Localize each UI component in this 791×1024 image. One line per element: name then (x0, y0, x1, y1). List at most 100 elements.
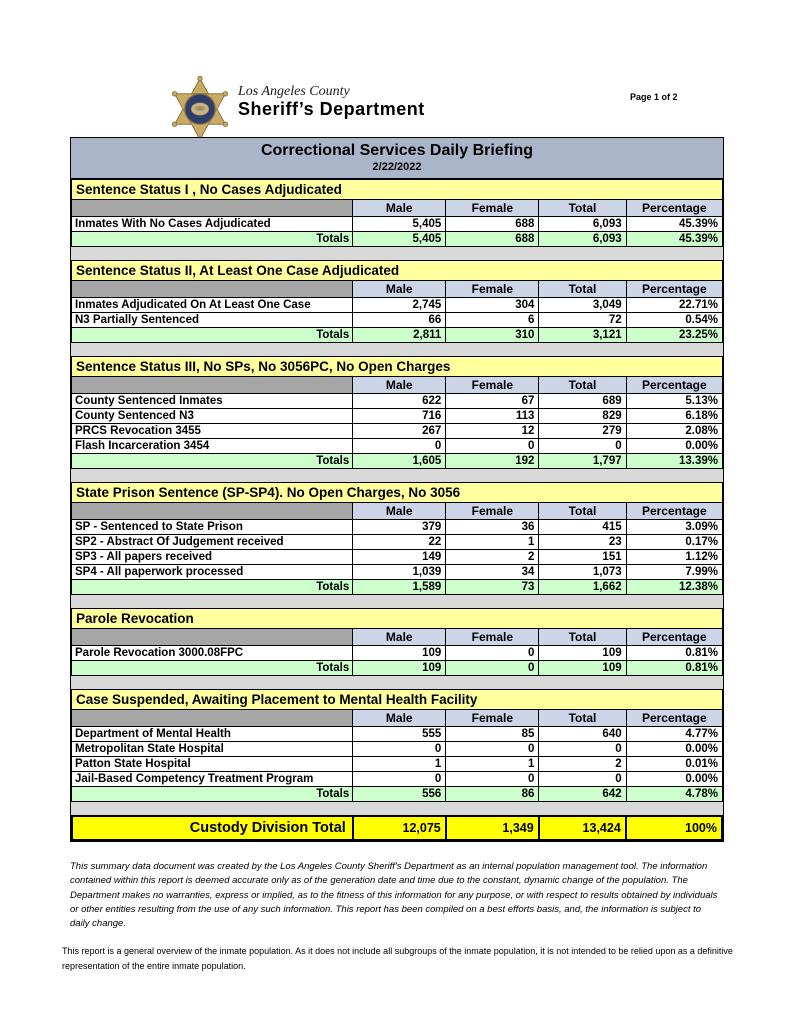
row-value: 0 (538, 438, 627, 455)
row-value: 0 (445, 741, 540, 758)
page-number: Page 1 of 2 (630, 92, 678, 102)
totals-value: 1,797 (538, 453, 627, 470)
totals-label: Totals (70, 660, 354, 677)
column-header: Male (352, 199, 447, 218)
totals-value: 12.38% (625, 579, 724, 596)
row-value: 3.09% (625, 519, 724, 536)
column-header: Total (538, 280, 627, 299)
grand-total-male: 12,075 (351, 815, 447, 842)
totals-value: 1,605 (352, 453, 447, 470)
title-bar: Correctional Services Daily Briefing 2/2… (71, 138, 723, 180)
row-value: 6.18% (625, 408, 724, 425)
table-row: County Sentenced N3 716 113 829 6.18% (70, 408, 724, 425)
row-value: 36 (445, 519, 540, 536)
section-title: Sentence Status III, No SPs, No 3056PC, … (71, 356, 723, 378)
row-value: 34 (445, 564, 540, 581)
column-spacer (70, 376, 354, 395)
sections-container: Sentence Status I , No Cases Adjudicated… (70, 179, 724, 815)
row-label: N3 Partially Sentenced (70, 312, 354, 329)
row-label: Inmates With No Cases Adjudicated (70, 216, 354, 233)
row-value: 0.54% (625, 312, 724, 329)
agency-name-block: Los Angeles County Sheriff’s Department (238, 76, 425, 120)
column-header-row: Male Female Total Percentage (70, 502, 724, 521)
row-value: 2,745 (352, 297, 447, 314)
grand-total-label: Custody Division Total (71, 815, 354, 842)
totals-row: Totals 109 0 109 0.81% (70, 660, 724, 677)
section-header-row: State Prison Sentence (SP-SP4). No Open … (71, 482, 723, 504)
column-header: Total (538, 376, 627, 395)
totals-value: 310 (445, 327, 540, 344)
row-value: 279 (538, 423, 627, 440)
report-date: 2/22/2022 (372, 161, 422, 173)
row-value: 5,405 (352, 216, 447, 233)
section-header-row: Sentence Status III, No SPs, No 3056PC, … (71, 356, 723, 378)
row-value: 3,049 (538, 297, 627, 314)
column-header: Total (538, 709, 627, 728)
column-header: Percentage (625, 376, 724, 395)
row-value: 304 (445, 297, 540, 314)
column-header-row: Male Female Total Percentage (70, 199, 724, 218)
column-header: Female (445, 376, 540, 395)
section-gap (71, 247, 723, 260)
column-header: Female (445, 199, 540, 218)
sheriff-star-icon (171, 76, 229, 142)
row-value: 0.00% (625, 771, 724, 788)
section-header-row: Case Suspended, Awaiting Placement to Me… (71, 689, 723, 711)
row-value: 2 (538, 756, 627, 773)
overview-note: This report is a general overview of the… (62, 946, 733, 972)
section-header-row: Sentence Status II, At Least One Case Ad… (71, 260, 723, 282)
report-title: Correctional Services Daily Briefing (260, 142, 534, 159)
department-name: Sheriff’s Department (238, 99, 425, 120)
table-row: Inmates With No Cases Adjudicated 5,405 68… (70, 216, 724, 233)
column-header: Percentage (625, 709, 724, 728)
row-value: 4.77% (625, 726, 724, 743)
row-value: 1 (445, 756, 540, 773)
section-table: Parole Revocation Male Female Total Percenta… (70, 608, 724, 677)
column-spacer (70, 709, 354, 728)
column-header: Total (538, 199, 627, 218)
row-value: 0.17% (625, 534, 724, 551)
table-row: Jail-Based Competency Treatment Program 0… (70, 771, 724, 788)
section-table: Sentence Status III, No SPs, No 3056PC, … (70, 356, 724, 470)
row-label: PRCS Revocation 3455 (70, 423, 354, 440)
column-header: Percentage (625, 199, 724, 218)
totals-row: Totals 2,811 310 3,121 23.25% (70, 327, 724, 344)
row-value: 85 (445, 726, 540, 743)
totals-value: 45.39% (625, 231, 724, 248)
row-value: 0 (445, 771, 540, 788)
totals-value: 73 (445, 579, 540, 596)
totals-value: 688 (445, 231, 540, 248)
table-row: SP4 - All paperwork processed 1,039 34 1,07… (70, 564, 724, 581)
section-title: State Prison Sentence (SP-SP4). No Open … (71, 482, 723, 504)
row-value: 829 (538, 408, 627, 425)
column-header: Female (445, 628, 540, 647)
row-value: 0 (445, 438, 540, 455)
table-row: County Sentenced Inmates 622 67 689 5.13% (70, 393, 724, 410)
column-header: Total (538, 502, 627, 521)
row-label: SP4 - All paperwork processed (70, 564, 354, 581)
row-value: 45.39% (625, 216, 724, 233)
row-value: 1,073 (538, 564, 627, 581)
totals-value: 642 (538, 786, 627, 803)
totals-value: 556 (352, 786, 447, 803)
totals-label: Totals (70, 453, 354, 470)
row-label: Inmates Adjudicated On At Least One Case (70, 297, 354, 314)
county-name: Los Angeles County (238, 84, 350, 99)
row-value: 0.00% (625, 741, 724, 758)
row-label: County Sentenced Inmates (70, 393, 354, 410)
row-value: 555 (352, 726, 447, 743)
row-value: 716 (352, 408, 447, 425)
row-value: 12 (445, 423, 540, 440)
row-label: County Sentenced N3 (70, 408, 354, 425)
row-value: 415 (538, 519, 627, 536)
totals-row: Totals 1,589 73 1,662 12.38% (70, 579, 724, 596)
row-value: 67 (445, 393, 540, 410)
row-value: 622 (352, 393, 447, 410)
row-value: 151 (538, 549, 627, 566)
column-header: Female (445, 502, 540, 521)
section-header-row: Sentence Status I , No Cases Adjudicated (71, 179, 723, 201)
row-value: 149 (352, 549, 447, 566)
row-value: 66 (352, 312, 447, 329)
row-label: Parole Revocation 3000.08FPC (70, 645, 354, 662)
